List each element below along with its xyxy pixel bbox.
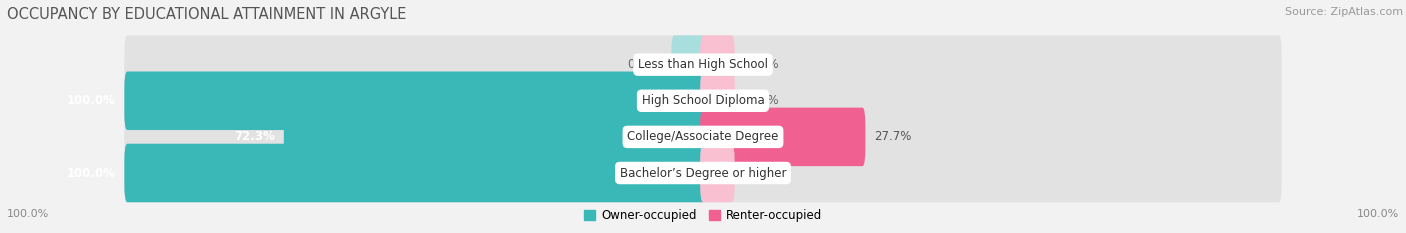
FancyBboxPatch shape [700,144,735,202]
Text: 100.0%: 100.0% [1357,209,1399,219]
Text: College/Associate Degree: College/Associate Degree [627,130,779,143]
Text: Less than High School: Less than High School [638,58,768,71]
Text: 100.0%: 100.0% [7,209,49,219]
Text: 0.0%: 0.0% [627,58,657,71]
FancyBboxPatch shape [124,72,706,130]
Text: 100.0%: 100.0% [67,94,115,107]
Text: 0.0%: 0.0% [749,94,779,107]
Legend: Owner-occupied, Renter-occupied: Owner-occupied, Renter-occupied [579,205,827,227]
FancyBboxPatch shape [700,35,735,94]
Text: Source: ZipAtlas.com: Source: ZipAtlas.com [1285,7,1403,17]
Text: Bachelor’s Degree or higher: Bachelor’s Degree or higher [620,167,786,179]
FancyBboxPatch shape [671,35,706,94]
Text: High School Diploma: High School Diploma [641,94,765,107]
Text: 0.0%: 0.0% [749,167,779,179]
Text: 72.3%: 72.3% [235,130,276,143]
FancyBboxPatch shape [124,108,1282,166]
Text: 0.0%: 0.0% [749,58,779,71]
Text: 100.0%: 100.0% [67,167,115,179]
FancyBboxPatch shape [124,72,1282,130]
FancyBboxPatch shape [284,108,706,166]
FancyBboxPatch shape [124,144,706,202]
FancyBboxPatch shape [700,72,735,130]
Text: OCCUPANCY BY EDUCATIONAL ATTAINMENT IN ARGYLE: OCCUPANCY BY EDUCATIONAL ATTAINMENT IN A… [7,7,406,22]
FancyBboxPatch shape [700,108,865,166]
FancyBboxPatch shape [124,35,1282,94]
FancyBboxPatch shape [124,144,1282,202]
Text: 27.7%: 27.7% [875,130,911,143]
